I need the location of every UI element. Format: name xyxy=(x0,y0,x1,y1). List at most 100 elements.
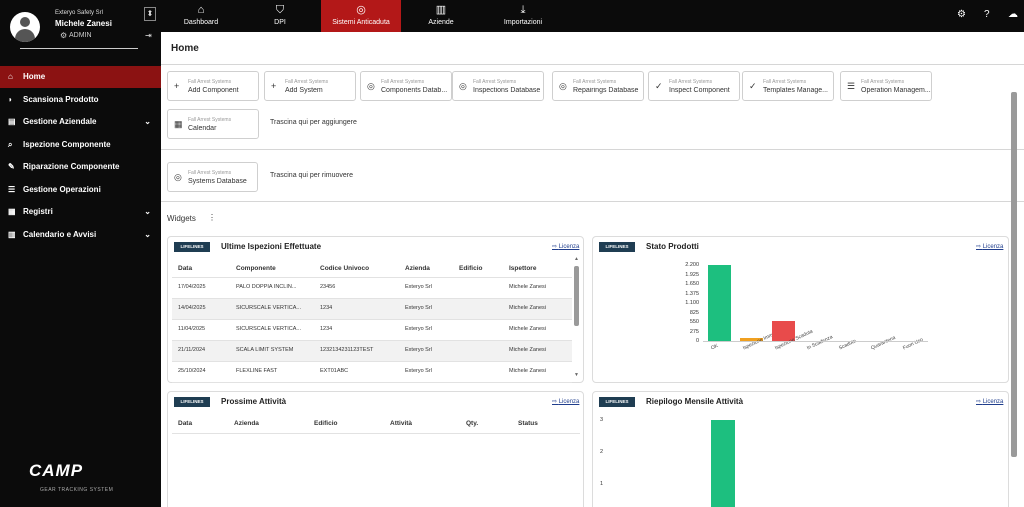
quick-action-inspections-database[interactable]: ◎ Fall Arrest Systems Inspections Database xyxy=(452,71,544,101)
table-header: Edificio xyxy=(459,265,483,272)
lifebuoy-icon: ◎ xyxy=(367,81,375,91)
license-link[interactable]: ⇨ Licenza xyxy=(976,244,1004,250)
company-name: Exteryo Safety Srl xyxy=(55,10,104,16)
settings-icon[interactable]: ⚙ xyxy=(957,9,966,20)
tab-dpi[interactable]: ⛉ DPI xyxy=(254,0,306,32)
inspections-widget: LIFELINES Ultime Ispezioni Effettuate ⇨ … xyxy=(167,236,584,383)
drop-zone-remove[interactable]: Trascina qui per rimuovere xyxy=(270,172,353,179)
home-icon: ⌂ xyxy=(197,4,205,16)
x-tick-label: Fuori Uso xyxy=(902,336,925,352)
sidebar-item-ispezione-componente[interactable]: ⌕ Ispezione Componente xyxy=(0,134,161,156)
drop-zone-add[interactable]: Trascina qui per aggiungere xyxy=(270,119,357,126)
tab-sistemi-anticaduta[interactable]: ◎ Sistemi Anticaduta xyxy=(321,0,401,32)
user-name: Michele Zanesi xyxy=(55,19,112,28)
avatar[interactable] xyxy=(10,12,40,42)
quick-action-label: Templates Manage... xyxy=(763,87,828,94)
sidebar-item-label: Riparazione Componente xyxy=(23,162,120,171)
quick-action-subtitle: Fall Arrest Systems xyxy=(188,79,232,85)
lifelines-badge: LIFELINES xyxy=(174,397,210,407)
help-icon[interactable]: ? xyxy=(984,9,990,20)
tab-dashboard[interactable]: ⌂ Dashboard xyxy=(172,0,230,32)
logo-tagline: GEAR TRACKING SYSTEM xyxy=(40,487,114,493)
quick-action-add-component[interactable]: + Fall Arrest Systems Add Component xyxy=(167,71,259,101)
table-cell: Exteryo Srl xyxy=(405,284,432,290)
table-cell: SICURSCALE VERTICA... xyxy=(236,305,301,311)
divider xyxy=(172,340,572,341)
quick-action-components-datab[interactable]: ◎ Fall Arrest Systems Components Datab... xyxy=(360,71,452,101)
widgets-label: Widgets xyxy=(167,214,196,223)
calendar-icon: ▥ xyxy=(8,230,16,239)
quick-action-add-system[interactable]: + Fall Arrest Systems Add System xyxy=(264,71,356,101)
tab-label: Sistemi Anticaduta xyxy=(332,19,390,26)
license-link[interactable]: ⇨ Licenza xyxy=(552,244,580,250)
tab-importazioni[interactable]: ⤓ Importazioni xyxy=(488,0,558,32)
quick-action-subtitle: Fall Arrest Systems xyxy=(188,170,232,176)
scroll-down-icon[interactable]: ▼ xyxy=(574,372,579,378)
chat-icon[interactable]: ☁ xyxy=(1008,9,1018,20)
sidebar-item-calendario-e-avvisi[interactable]: ▥ Calendario e Avvisi ⌄ xyxy=(0,224,161,246)
chevron-down-icon: ⌄ xyxy=(144,230,151,239)
building-icon: ▥ xyxy=(435,4,447,16)
sidebar-item-home[interactable]: ⌂ Home xyxy=(0,66,161,88)
pin-icon[interactable]: ⬍ xyxy=(144,7,156,21)
y-tick-label: 1.100 xyxy=(685,300,699,306)
table-cell: Michele Zanesi xyxy=(509,326,546,332)
table-cell: Michele Zanesi xyxy=(509,305,546,311)
table-cell: 1232134231123TEST xyxy=(320,347,374,353)
sidebar-item-riparazione-componente[interactable]: ✎ Riparazione Componente xyxy=(0,156,161,178)
lifebuoy-icon: ◎ xyxy=(559,81,567,91)
divider xyxy=(161,64,1024,65)
y-tick-label: 1.650 xyxy=(685,281,699,287)
quick-action-subtitle: Fall Arrest Systems xyxy=(473,79,517,85)
activities-widget: LIFELINES Prossime Attività ⇨ Licenza Da… xyxy=(167,391,584,507)
sidebar-item-gestione-aziendale[interactable]: ▤ Gestione Aziendale ⌄ xyxy=(0,111,161,133)
table-cell: SCALA LIMIT SYSTEM xyxy=(236,347,294,353)
divider xyxy=(172,382,572,383)
table-header: Azienda xyxy=(234,420,259,427)
tab-aziende[interactable]: ▥ Aziende xyxy=(407,0,475,32)
quick-action-systems-database[interactable]: ◎ Fall Arrest Systems Systems Database xyxy=(167,162,258,192)
widget-title: Stato Prodotti xyxy=(646,242,699,251)
quick-action-templates-manage[interactable]: ✓ Fall Arrest Systems Templates Manage... xyxy=(742,71,834,101)
quick-action-label: Operation Managem... xyxy=(861,87,931,94)
user-role: ADMIN xyxy=(69,32,92,39)
gears-icon: ⚙ xyxy=(60,31,68,40)
user-panel: Exteryo Safety Srl Michele Zanesi ⚙ ADMI… xyxy=(6,6,156,50)
table-cell: 1234 xyxy=(320,326,333,332)
widget-title: Prossime Attività xyxy=(221,397,287,406)
scroll-up-icon[interactable]: ▲ xyxy=(574,256,579,262)
table-cell: Exteryo Srl xyxy=(405,305,432,311)
table-header: Azienda xyxy=(405,265,430,272)
quick-action-subtitle: Fall Arrest Systems xyxy=(381,79,425,85)
y-tick-label: 1.925 xyxy=(685,271,699,278)
tab-label: Dashboard xyxy=(183,19,219,26)
sidebar-item-registri[interactable]: ▦ Registri ⌄ xyxy=(0,201,161,223)
quick-action-repairings-database[interactable]: ◎ Fall Arrest Systems Repairings Database xyxy=(552,71,644,101)
quick-action-label: Inspections Database xyxy=(473,87,541,94)
y-tick-label: 275 xyxy=(689,328,699,335)
license-link[interactable]: ⇨ Licenza xyxy=(552,399,580,405)
database-icon: ▦ xyxy=(8,207,16,216)
widget-title: Riepilogo Mensile Attività xyxy=(646,397,744,406)
table-cell: Exteryo Srl xyxy=(405,347,432,353)
scrollbar-thumb[interactable] xyxy=(574,266,579,326)
chart-bar xyxy=(708,265,731,341)
table-cell: SICURSCALE VERTICA... xyxy=(236,326,301,332)
license-link[interactable]: ⇨ Licenza xyxy=(976,399,1004,405)
sidebar-item-gestione-operazioni[interactable]: ☰ Gestione Operazioni xyxy=(0,179,161,201)
logout-icon[interactable]: ⇥ xyxy=(145,31,152,40)
main-content: Home + Fall Arrest Systems Add Component + F… xyxy=(161,32,1024,507)
quick-action-inspect-component[interactable]: ✓ Fall Arrest Systems Inspect Component xyxy=(648,71,740,101)
quick-action-calendar[interactable]: ▦ Fall Arrest Systems Calendar xyxy=(167,109,259,139)
quick-action-subtitle: Fall Arrest Systems xyxy=(188,117,232,123)
more-vertical-icon[interactable]: ⋮ xyxy=(208,213,216,222)
quick-action-operation-managem[interactable]: ☰ Fall Arrest Systems Operation Managem... xyxy=(840,71,932,101)
table-cell: PALO DOPPIA INCLIN... xyxy=(236,284,297,290)
sidebar-item-scansiona-prodotto[interactable]: ◗ Scansiona Prodotto xyxy=(0,89,161,111)
tab-label: Aziende xyxy=(428,19,454,26)
chart-bar xyxy=(772,320,795,341)
table-row-bg xyxy=(172,341,572,361)
divider xyxy=(172,361,572,362)
check-icon: ✓ xyxy=(749,81,757,91)
page-scrollbar[interactable] xyxy=(1011,92,1017,457)
